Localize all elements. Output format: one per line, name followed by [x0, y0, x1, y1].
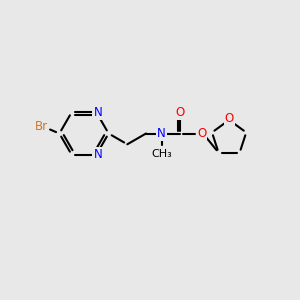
Text: O: O: [176, 106, 185, 119]
Text: O: O: [224, 112, 234, 125]
Text: Br: Br: [35, 120, 48, 133]
Text: N: N: [93, 106, 102, 119]
Text: N: N: [157, 127, 166, 140]
Text: N: N: [93, 148, 102, 161]
Text: CH₃: CH₃: [151, 149, 172, 159]
Text: O: O: [197, 127, 206, 140]
